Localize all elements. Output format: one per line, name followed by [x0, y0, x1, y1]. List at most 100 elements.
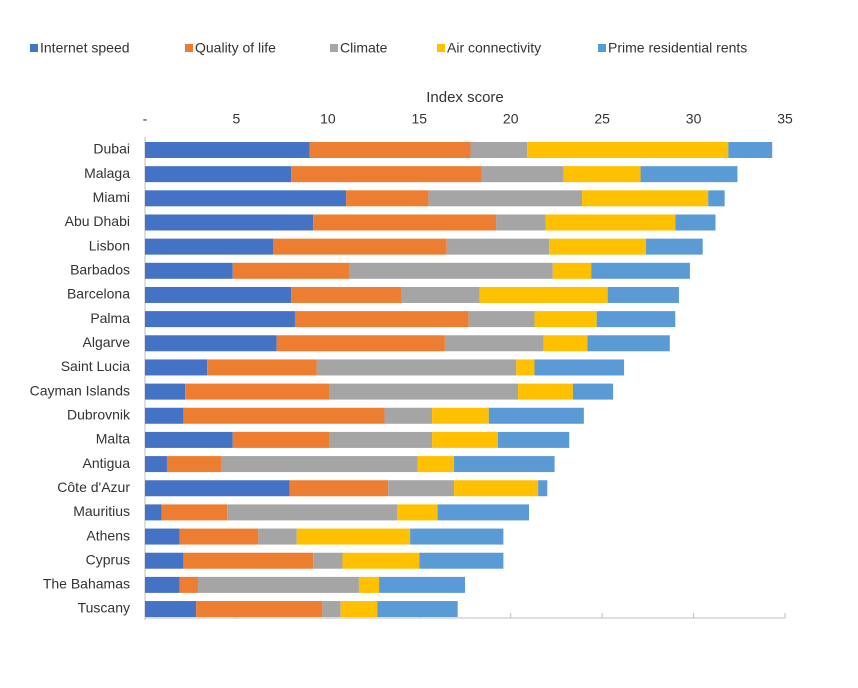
bar-segment [273, 238, 447, 255]
legend-label: Climate [340, 40, 388, 56]
bar-segment [258, 528, 297, 545]
bar-segment [145, 431, 233, 448]
bar-segment [444, 335, 544, 352]
bar-segment [563, 166, 641, 183]
bar-segment [417, 456, 455, 473]
bar-segment [496, 214, 546, 231]
bar-segment [640, 166, 738, 183]
y-tick-label: Tuscany [78, 600, 130, 616]
bar-segment [145, 335, 277, 352]
bar-segment [582, 190, 709, 207]
bar-segment [572, 383, 614, 400]
bar-segment [313, 214, 497, 231]
bar-segment [545, 214, 676, 231]
bar-segment [397, 504, 438, 521]
bar-segment [675, 214, 716, 231]
legend-swatch [30, 44, 38, 52]
bar-segment [145, 407, 184, 424]
bar-segment [145, 190, 347, 207]
bar-segment [481, 166, 564, 183]
y-tick-label: Saint Lucia [61, 358, 130, 374]
bar-segment [349, 262, 553, 279]
bar-segment [309, 142, 471, 158]
bar-segment [294, 311, 469, 328]
bar-segment [534, 311, 597, 328]
bar-segment [446, 238, 550, 255]
bar-segment [596, 311, 676, 328]
bar-segment [432, 431, 498, 448]
y-tick-label: Cyprus [86, 551, 130, 567]
bar-segment [145, 166, 292, 183]
bar-segment [291, 286, 401, 303]
x-tick-label: 35 [777, 111, 793, 127]
bar-segment [377, 601, 458, 618]
bar-segment [145, 528, 180, 545]
bar-segment [145, 286, 292, 303]
bar-segment [179, 528, 259, 545]
bar-segment [468, 311, 535, 328]
bar-segment [166, 456, 222, 473]
bar-segment [646, 238, 703, 255]
bar-segment [552, 262, 592, 279]
bar-segment [291, 166, 482, 183]
y-tick-label: Abu Dhabi [65, 213, 130, 229]
bar-segment [145, 142, 310, 158]
bar-segment [232, 262, 350, 279]
bar-segment [488, 407, 584, 424]
bar-segment [313, 552, 343, 569]
legend-label: Prime residential rents [608, 40, 747, 56]
bar-segment [329, 383, 519, 400]
legend-label: Air connectivity [447, 40, 541, 56]
bar-segment [516, 359, 535, 376]
bar-segment [708, 190, 725, 207]
bar-segment [145, 480, 290, 497]
bar-segment [198, 576, 359, 593]
y-tick-label: Athens [86, 527, 130, 543]
bar-segment [518, 383, 573, 400]
bar-segment [289, 480, 389, 497]
y-tick-label: Dubrovnik [67, 406, 131, 422]
bar-segment [527, 142, 729, 158]
x-tick-label: 20 [503, 111, 519, 127]
y-tick-label: Palma [90, 310, 130, 326]
legend-swatch [185, 44, 193, 52]
bar-segment [419, 552, 504, 569]
bar-segment [145, 601, 197, 618]
bar-segment [401, 286, 480, 303]
y-tick-label: Mauritius [73, 503, 130, 519]
x-tick-label: 5 [233, 111, 241, 127]
bar-segment [161, 504, 228, 521]
bar-segment [232, 431, 330, 448]
bar-segment [410, 528, 504, 545]
bar-segment [196, 601, 323, 618]
bar-segment [728, 142, 773, 158]
bar-segment [207, 359, 317, 376]
y-tick-label: The Bahamas [43, 576, 130, 592]
bar-segment [145, 311, 295, 328]
x-axis-title: Index score [426, 89, 504, 106]
legend-swatch [330, 44, 338, 52]
bar-segment [221, 456, 418, 473]
bar-segment [538, 480, 548, 497]
bar-segment [185, 383, 330, 400]
bar-segment [549, 238, 647, 255]
bar-segment [145, 383, 186, 400]
legend-label: Quality of life [195, 40, 276, 56]
bar-segment [342, 552, 420, 569]
y-tick-label: Côte d'Azur [57, 479, 130, 495]
bar-segment [497, 431, 570, 448]
bar-segment [591, 262, 690, 279]
y-tick-label: Lisbon [89, 237, 130, 253]
y-tick-label: Miami [93, 189, 130, 205]
bar-segment [388, 480, 455, 497]
x-tick-label: 30 [686, 111, 702, 127]
legend-label: Internet speed [40, 40, 130, 56]
y-tick-label: Dubai [93, 141, 130, 157]
bar-segment [379, 576, 465, 593]
bar-segment [145, 359, 208, 376]
bar-segment [479, 286, 608, 303]
bar-segment [329, 431, 433, 448]
x-tick-label: - [143, 111, 148, 127]
y-tick-label: Algarve [83, 334, 131, 350]
